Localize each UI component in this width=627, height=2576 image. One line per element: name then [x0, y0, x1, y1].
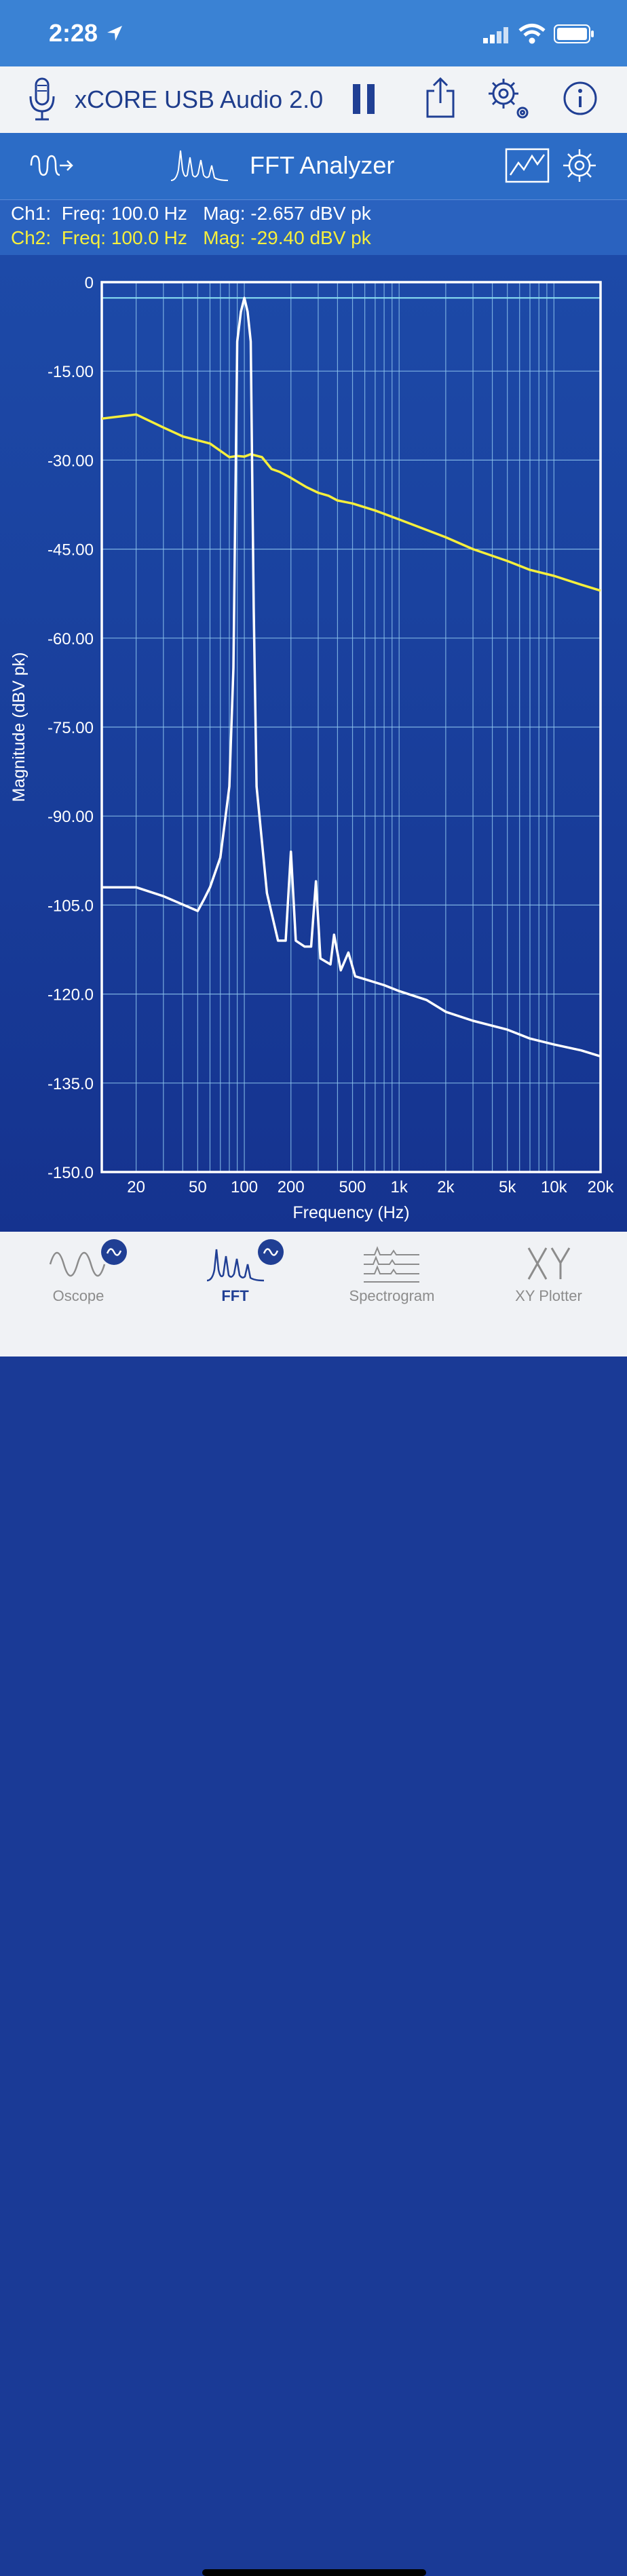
bottom-tab-bar: Oscope FFT Spectrogram XY P	[0, 1232, 627, 2576]
channel-readout: Ch1: Freq: 100.0 Hz Mag: -2.657 dBV pk C…	[0, 199, 627, 256]
device-settings-icon[interactable]	[486, 76, 532, 122]
plot-frame	[100, 281, 602, 1173]
xy-plotter-icon	[527, 1247, 571, 1280]
series-ch2-line	[101, 413, 601, 592]
status-time: 2:28	[49, 19, 98, 47]
y-tick-label: -120.0	[48, 986, 94, 1004]
y-axis-label: Magnitude (dBV pk)	[10, 652, 28, 802]
y-tick-label: -150.0	[48, 1164, 94, 1182]
trace-display-icon[interactable]	[505, 148, 550, 183]
y-tick-label: -135.0	[48, 1075, 94, 1093]
status-bar: 2:28	[0, 0, 627, 66]
analyzer-title: FFT Analyzer	[250, 151, 395, 179]
ch2-readout: Ch2: Freq: 100.0 Hz Mag: -29.40 dBV pk	[11, 227, 371, 248]
y-tick-label: 0	[85, 274, 94, 292]
x-tick-label: 20k	[588, 1178, 615, 1196]
tab-fft[interactable]: FFT	[157, 1232, 314, 1327]
y-tick-label: -45.00	[48, 541, 94, 560]
x-tick-label: 2k	[437, 1178, 455, 1196]
x-tick-label: 20	[127, 1178, 145, 1196]
x-tick-label: 1k	[391, 1178, 408, 1196]
x-tick-label: 500	[339, 1178, 366, 1196]
info-icon[interactable]	[562, 80, 598, 117]
fft-tab-icon	[206, 1249, 265, 1282]
tab-spectrogram[interactable]: Spectrogram	[314, 1232, 470, 1327]
fft-generator-badge-icon	[258, 1239, 284, 1265]
location-arrow-icon	[107, 26, 122, 41]
fft-chart[interactable]: 0 -15.00 -30.00 -45.00 -60.00 -75.00 -90.00 -10…	[0, 255, 627, 1232]
y-tick-label: -90.00	[48, 808, 94, 826]
oscope-generator-badge-icon	[101, 1239, 127, 1265]
share-icon[interactable]	[423, 76, 457, 119]
oscope-icon	[49, 1251, 106, 1277]
y-tick-label: -75.00	[48, 719, 94, 737]
fft-icon	[170, 150, 229, 181]
analyzer-toolbar: FFT Analyzer	[0, 133, 627, 199]
signal-generator-icon[interactable]	[30, 153, 75, 178]
x-tick-label: 100	[231, 1178, 258, 1196]
device-name: xCORE USB Audio 2.0	[75, 85, 324, 113]
battery-icon	[554, 24, 594, 43]
x-tick-label: 200	[278, 1178, 305, 1196]
home-indicator	[202, 2569, 426, 2576]
tab-label: Oscope	[52, 1287, 104, 1304]
wifi-icon	[518, 24, 546, 44]
y-tick-label: -105.0	[48, 897, 94, 915]
signal-icon	[483, 27, 508, 43]
tab-xy-plotter[interactable]: XY Plotter	[470, 1232, 627, 1327]
pause-button[interactable]	[350, 83, 377, 115]
tab-label: FFT	[221, 1287, 249, 1304]
x-tick-label: 5k	[499, 1178, 516, 1196]
y-tick-label: -60.00	[48, 630, 94, 648]
x-tick-label: 50	[189, 1178, 207, 1196]
microphone-icon[interactable]	[27, 77, 57, 122]
tab-label: Spectrogram	[349, 1287, 435, 1304]
tab-label: XY Plotter	[515, 1287, 582, 1304]
spectrogram-icon	[364, 1246, 419, 1283]
x-tick-label: 10k	[541, 1178, 568, 1196]
fft-plot-area: 0 -15.00 -30.00 -45.00 -60.00 -75.00 -90.00 -10…	[0, 255, 627, 1232]
y-tick-label: -15.00	[48, 363, 94, 381]
tab-oscope[interactable]: Oscope	[0, 1232, 157, 1327]
x-axis-label: Frequency (Hz)	[292, 1203, 409, 1222]
ch1-readout: Ch1: Freq: 100.0 Hz Mag: -2.657 dBV pk	[11, 203, 371, 224]
device-toolbar: xCORE USB Audio 2.0	[0, 66, 627, 134]
analyzer-settings-icon[interactable]	[562, 148, 597, 183]
series-ch1-line	[102, 296, 601, 1058]
y-tick-label: -30.00	[48, 452, 94, 470]
